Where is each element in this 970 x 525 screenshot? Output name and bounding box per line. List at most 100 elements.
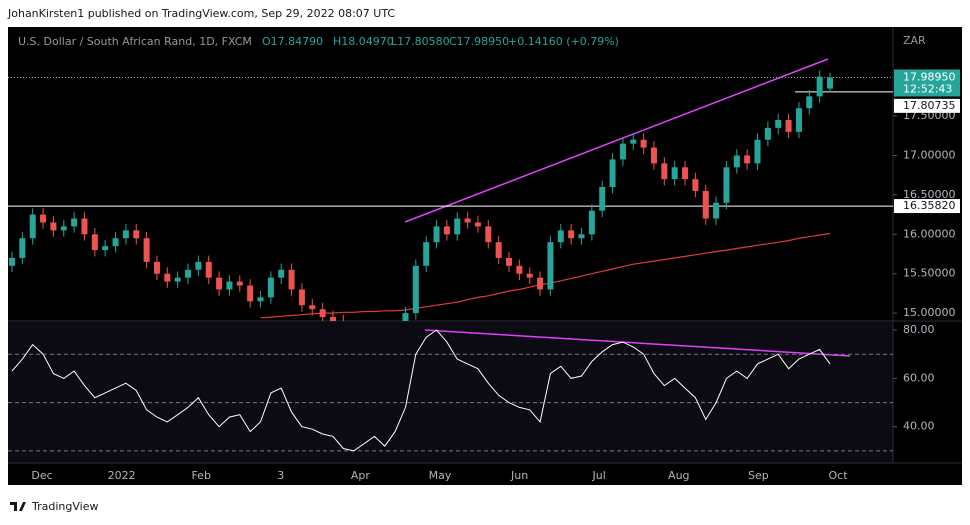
rsi-trendline [424, 329, 851, 357]
candle-body [423, 242, 430, 266]
candle-body [412, 265, 419, 314]
candle-body [257, 297, 264, 302]
candle-body [329, 317, 336, 321]
trendline [404, 58, 829, 223]
candle-body [454, 218, 461, 235]
rsi-line [11, 329, 831, 452]
logo [10, 502, 26, 511]
candle-body [122, 230, 129, 239]
rsi-bg [8, 322, 893, 463]
price-pane [8, 70, 893, 321]
candle-body [50, 222, 57, 231]
candle-body [609, 159, 616, 188]
y-tick-label: 15.00000 [903, 306, 956, 319]
candle-body [827, 77, 833, 89]
candle-body [485, 226, 492, 243]
candle-body [29, 214, 36, 239]
y-tick-label: 17.00000 [903, 148, 956, 161]
y-tick-label: 16.50000 [903, 188, 956, 201]
ohlc-high: H18.04970 [333, 35, 394, 48]
x-tick-label: Apr [351, 469, 371, 482]
ohlc-close: C17.98950 [449, 35, 509, 48]
currency: ZAR [903, 34, 926, 47]
x-tick-label: May [429, 469, 452, 482]
candle-body [578, 234, 585, 239]
candle-body [516, 265, 523, 274]
candle-body [309, 305, 316, 310]
candle-body [495, 242, 502, 258]
candle-body [599, 187, 606, 211]
rsi-pane [8, 329, 893, 452]
candle-body [443, 226, 450, 235]
candle-body [278, 269, 285, 278]
candle-body [60, 226, 67, 231]
brand: TradingView [31, 500, 98, 513]
x-tick-label: 3 [277, 469, 284, 482]
candle-body [267, 277, 274, 298]
change: +0.14160 (+0.79%) [508, 35, 619, 48]
candle-body [102, 246, 109, 251]
candle-body [661, 163, 668, 180]
level-box [894, 98, 960, 113]
candle-body [174, 277, 181, 282]
ohlc-open: O17.84790 [262, 35, 323, 48]
candle-body [247, 285, 254, 302]
candle-body [816, 76, 823, 97]
x-tick-label: Feb [191, 469, 210, 482]
last-price-label: 17.98950 [903, 70, 956, 83]
candle-body [205, 261, 212, 278]
y-tick-label: 16.00000 [903, 227, 956, 240]
candle-body [319, 309, 326, 318]
candle-body [288, 269, 295, 290]
candle-body [236, 281, 243, 286]
countdown: 12:52:43 [903, 82, 952, 95]
candle-body [806, 96, 813, 109]
candle-body [226, 281, 233, 290]
candle-body [537, 277, 544, 290]
candle-body [702, 190, 709, 219]
candle-body [547, 242, 554, 290]
candle-body [733, 155, 740, 168]
candle-body [112, 238, 119, 247]
y-tick-label: 15.50000 [903, 267, 956, 280]
moving-average [260, 232, 831, 319]
candle-body [671, 167, 678, 180]
candle-body [682, 167, 689, 180]
candle-body [91, 234, 98, 251]
candle-body [153, 261, 160, 274]
candle-body [588, 210, 595, 235]
candle-body [713, 202, 720, 219]
x-tick-label: 2022 [108, 469, 136, 482]
candle-body [464, 218, 471, 223]
rsi-tick-label: 40.00 [903, 420, 935, 433]
candle-body [216, 277, 223, 290]
candle-body [143, 238, 150, 262]
candle-body [195, 261, 202, 270]
x-tick-label: Sep [748, 469, 769, 482]
level-label: 17.80735 [903, 99, 956, 112]
candle-body [754, 139, 761, 164]
candle-body [795, 108, 802, 132]
x-tick-label: Oct [828, 469, 848, 482]
level-label: 16.35820 [903, 199, 956, 212]
candle-body [474, 222, 481, 227]
candle-body [298, 289, 305, 306]
candle-body [9, 257, 15, 266]
candle-body [764, 127, 771, 140]
candle-body [744, 155, 751, 164]
candle-body [692, 179, 699, 191]
logo-icon [10, 502, 26, 511]
candle-body [506, 257, 513, 266]
candle-body [619, 143, 626, 160]
candle-body [133, 230, 140, 239]
candle-body [526, 273, 533, 278]
candle-body [650, 147, 657, 164]
candle-body [81, 218, 88, 235]
drawings [404, 58, 851, 357]
rsi-tick-label: 60.00 [903, 371, 935, 384]
last-price-box [894, 69, 960, 97]
candle-body [568, 230, 575, 239]
candle-body [630, 139, 637, 144]
candle-body [723, 167, 730, 203]
